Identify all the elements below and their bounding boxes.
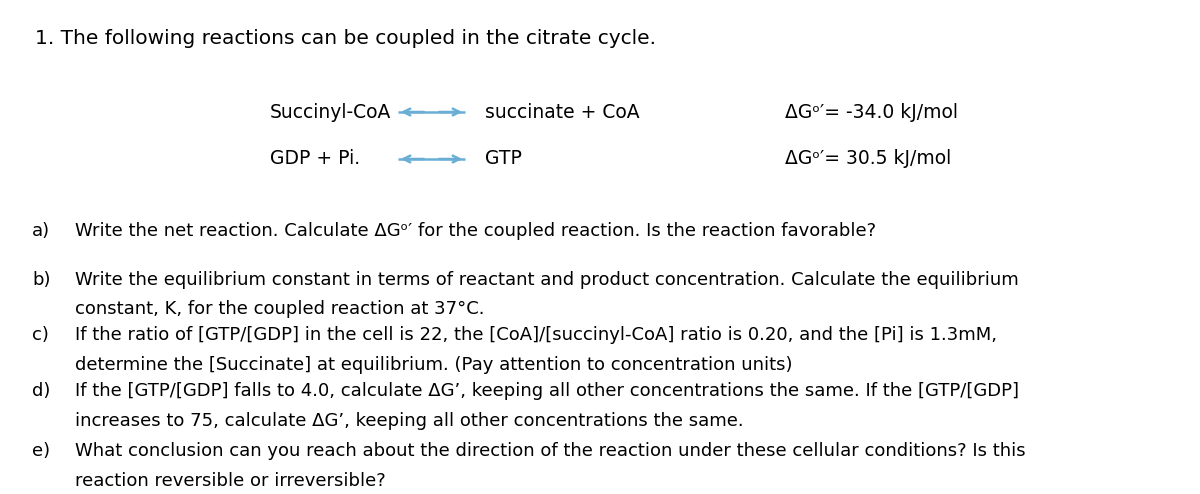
Text: reaction reversible or irreversible?: reaction reversible or irreversible?: [74, 471, 385, 490]
Text: increases to 75, calculate ΔG’, keeping all other concentrations the same.: increases to 75, calculate ΔG’, keeping …: [74, 412, 744, 429]
Text: e): e): [32, 442, 50, 460]
Text: What conclusion can you reach about the direction of the reaction under these ce: What conclusion can you reach about the …: [74, 442, 1026, 460]
Text: succinate + CoA: succinate + CoA: [485, 102, 640, 122]
Text: 1. The following reactions can be coupled in the citrate cycle.: 1. The following reactions can be couple…: [35, 29, 656, 48]
Text: GTP: GTP: [485, 150, 522, 168]
Text: ΔGᵒ′= 30.5 kJ/mol: ΔGᵒ′= 30.5 kJ/mol: [785, 150, 952, 168]
Text: Write the equilibrium constant in terms of reactant and product concentration. C: Write the equilibrium constant in terms …: [74, 271, 1019, 289]
Text: b): b): [32, 271, 50, 289]
Text: If the ratio of [GTP/[GDP] in the cell is 22, the [CoA]/[succinyl-CoA] ratio is : If the ratio of [GTP/[GDP] in the cell i…: [74, 326, 997, 344]
Text: If the [GTP/[GDP] falls to 4.0, calculate ΔG’, keeping all other concentrations : If the [GTP/[GDP] falls to 4.0, calculat…: [74, 382, 1019, 400]
Text: determine the [Succinate] at equilibrium. (Pay attention to concentration units): determine the [Succinate] at equilibrium…: [74, 356, 792, 373]
Text: constant, K, for the coupled reaction at 37°C.: constant, K, for the coupled reaction at…: [74, 300, 485, 319]
Text: GDP + Pi.: GDP + Pi.: [270, 150, 360, 168]
Text: Succinyl-CoA: Succinyl-CoA: [270, 102, 391, 122]
Text: d): d): [32, 382, 50, 400]
Text: c): c): [32, 326, 49, 344]
Text: a): a): [32, 222, 50, 240]
Text: ΔGᵒ′= -34.0 kJ/mol: ΔGᵒ′= -34.0 kJ/mol: [785, 102, 958, 122]
Text: Write the net reaction. Calculate ΔGᵒ′ for the coupled reaction. Is the reaction: Write the net reaction. Calculate ΔGᵒ′ f…: [74, 222, 876, 240]
